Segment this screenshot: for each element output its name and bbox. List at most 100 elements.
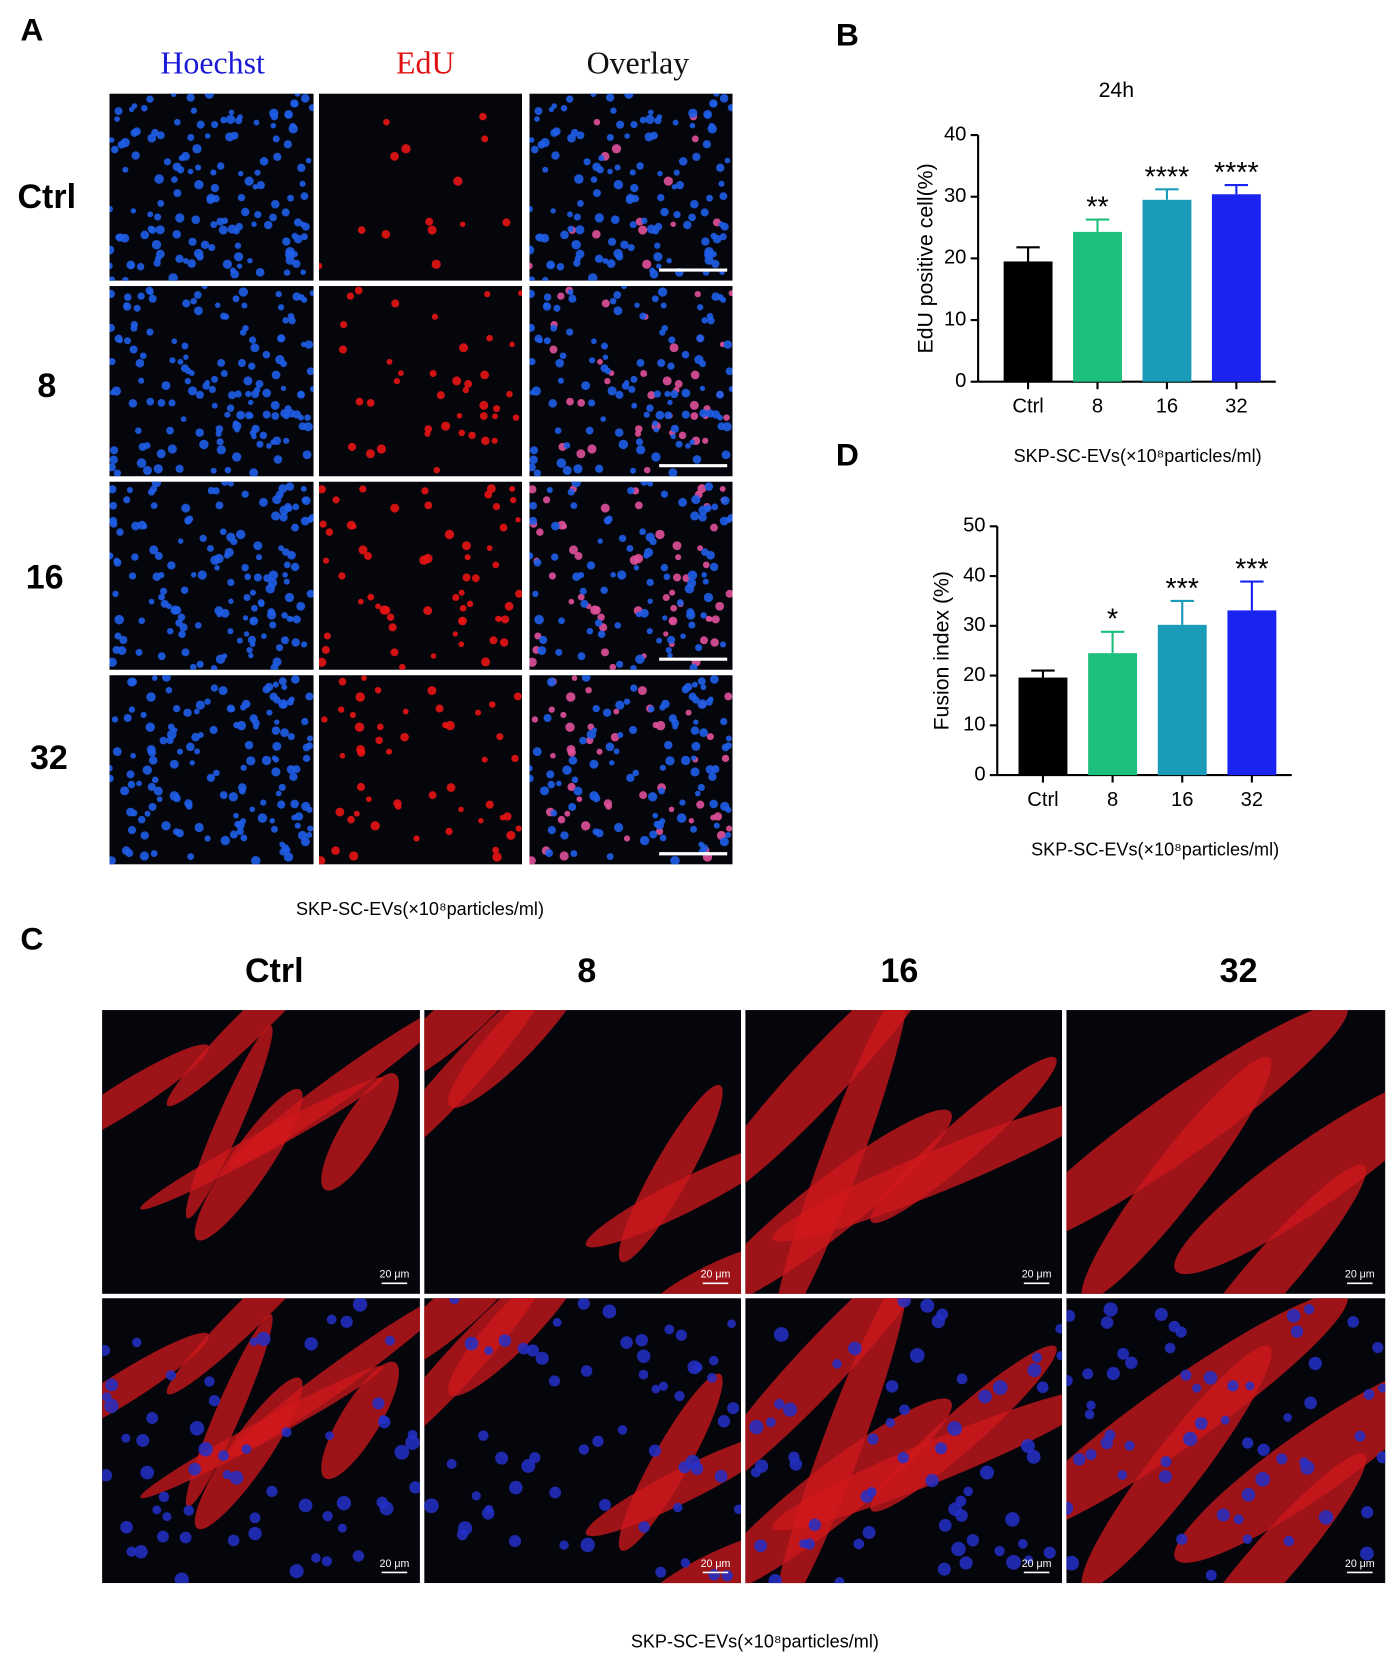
nucleus [136, 780, 142, 787]
nucleus [134, 1545, 148, 1559]
nucleus [159, 587, 168, 595]
nucleus [115, 233, 122, 241]
nucleus [577, 572, 585, 579]
nucleus [113, 469, 122, 477]
nucleus [654, 242, 661, 249]
nucleus [123, 337, 131, 345]
nucleus [208, 1395, 221, 1407]
nucleus [462, 573, 471, 582]
nucleus [236, 827, 244, 836]
x-axis-label: SKP-SC-EVs(×10⁸particles/ml) [1014, 446, 1262, 466]
nucleus [271, 511, 281, 521]
nucleus [1158, 1470, 1172, 1484]
nucleus [391, 299, 400, 308]
nucleus [510, 497, 517, 504]
nucleus [602, 354, 609, 360]
nucleus [710, 523, 718, 532]
nucleus [227, 578, 235, 587]
nucleus [357, 748, 366, 757]
nucleus [594, 619, 603, 627]
nucleus [248, 652, 254, 659]
nucleus [245, 411, 253, 420]
micrograph-bg [109, 481, 314, 670]
nucleus [148, 802, 157, 811]
nucleus [151, 675, 158, 681]
nucleus [708, 122, 715, 130]
nucleus [955, 1509, 968, 1522]
nucleus [177, 358, 184, 365]
nucleus [602, 708, 612, 717]
nucleus [301, 641, 308, 648]
nucleus [556, 458, 567, 468]
nucleus [652, 721, 660, 729]
nucleus [240, 764, 247, 771]
nucleus [502, 218, 511, 227]
nucleus [109, 137, 115, 143]
nucleus [547, 826, 556, 835]
nucleus [204, 1376, 215, 1387]
nucleus [542, 276, 549, 281]
nucleus [1006, 1554, 1022, 1570]
nucleus [220, 370, 228, 377]
nucleus [725, 589, 733, 598]
nucleus [521, 1458, 536, 1473]
nucleus [681, 388, 691, 398]
nucleus [248, 362, 256, 370]
nucleus [713, 822, 720, 829]
nucleus [300, 516, 310, 526]
nucleus [338, 706, 345, 713]
myotube [102, 1044, 210, 1154]
nucleus [471, 574, 480, 583]
nucleus [110, 446, 119, 455]
nucleus [224, 466, 232, 474]
nucleus [706, 194, 713, 202]
nucleus [723, 340, 732, 349]
nucleus [719, 837, 729, 847]
nucleus [113, 558, 122, 567]
nucleus [684, 682, 693, 692]
nucleus [262, 388, 272, 398]
nucleus [167, 444, 177, 454]
nucleus [357, 226, 366, 234]
nucleus [246, 646, 253, 654]
nucleus [681, 755, 691, 766]
nucleus [151, 481, 162, 488]
nucleus [643, 552, 650, 559]
nucleus [436, 391, 445, 400]
nucleus [601, 299, 610, 308]
nucleus [109, 389, 116, 396]
nucleus [577, 399, 585, 407]
nucleus [140, 711, 147, 719]
nucleus [109, 485, 117, 494]
nucleus [220, 835, 230, 846]
nucleus [647, 391, 656, 400]
nucleus [478, 818, 484, 824]
nucleus [636, 162, 644, 170]
nucleus [498, 1334, 512, 1347]
y-tick-label: 40 [944, 123, 966, 145]
nucleus [557, 377, 565, 384]
nucleus [325, 1431, 335, 1441]
nucleus [643, 466, 651, 474]
nucleus [654, 222, 663, 231]
nucleus [254, 211, 262, 219]
column-header: Overlay [587, 45, 690, 80]
nucleus [529, 205, 533, 213]
nucleus [207, 486, 216, 495]
nucleus [305, 157, 312, 164]
nucleus [539, 635, 548, 645]
nucleus [192, 144, 202, 154]
nucleus [534, 632, 542, 640]
bar [1018, 677, 1068, 776]
nucleus [230, 131, 239, 140]
nucleus [624, 133, 630, 139]
nucleus [291, 638, 300, 647]
nucleus [137, 520, 147, 530]
nucleus [209, 725, 218, 735]
nucleus [220, 312, 228, 320]
nucleus [148, 598, 155, 605]
nucleus [649, 830, 658, 839]
nucleus [249, 1337, 259, 1346]
nucleus [535, 233, 542, 241]
